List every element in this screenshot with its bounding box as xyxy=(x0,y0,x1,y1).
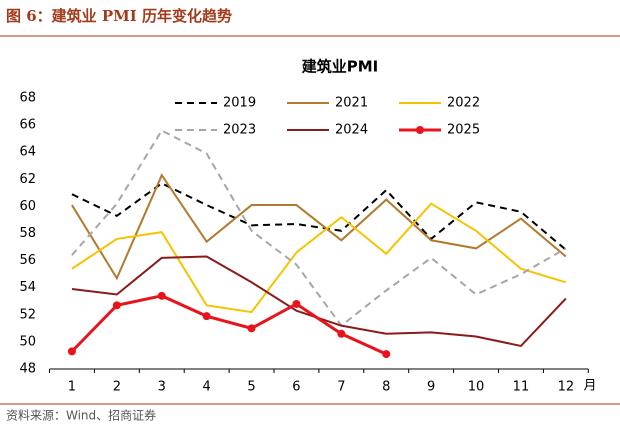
y-tick-label: 52 xyxy=(19,307,36,322)
legend-marker xyxy=(416,126,424,134)
y-tick-label: 58 xyxy=(19,226,36,241)
x-tick-label: 2 xyxy=(113,380,121,395)
point xyxy=(382,350,391,359)
point xyxy=(202,312,211,321)
x-tick-label: 4 xyxy=(203,380,211,395)
legend-label: 2024 xyxy=(335,123,368,138)
y-tick-label: 54 xyxy=(19,280,36,295)
y-tick-label: 56 xyxy=(19,253,36,268)
chart-title: 建筑业PMI xyxy=(302,58,379,76)
y-tick-label: 62 xyxy=(19,172,36,187)
x-tick-label: 1 xyxy=(68,380,76,395)
series-line xyxy=(71,129,567,328)
point xyxy=(67,347,76,356)
x-tick-label: 3 xyxy=(158,380,166,395)
legend-label: 2019 xyxy=(223,96,256,111)
series-line xyxy=(71,202,567,314)
x-axis-label: 月 xyxy=(583,379,596,394)
legend-label: 2025 xyxy=(447,123,480,138)
series-line xyxy=(71,173,567,281)
y-tick-label: 60 xyxy=(19,199,36,214)
series-line xyxy=(70,294,387,356)
x-tick-label: 7 xyxy=(337,380,345,395)
point xyxy=(157,291,166,300)
y-tick-label: 66 xyxy=(19,118,36,133)
source: 资料来源：Wind、招商证券 xyxy=(6,408,156,423)
y-tick-label: 48 xyxy=(19,362,36,377)
y-tick-label: 68 xyxy=(19,91,36,106)
x-tick-label: 12 xyxy=(558,380,575,395)
point xyxy=(247,324,256,333)
legend-label: 2021 xyxy=(335,96,368,111)
y-tick-label: 64 xyxy=(19,145,36,160)
x-tick-label: 11 xyxy=(513,380,530,395)
point xyxy=(337,329,346,338)
point xyxy=(292,299,301,308)
x-tick-label: 10 xyxy=(468,380,485,395)
x-tick-label: 6 xyxy=(292,380,300,395)
page-title: 图 6：建筑业 PMI 历年变化趋势 xyxy=(6,7,232,25)
series-line xyxy=(71,255,567,348)
legend-label: 2023 xyxy=(223,123,256,138)
series-line xyxy=(71,182,567,251)
y-tick-label: 50 xyxy=(19,334,36,349)
point xyxy=(112,301,121,310)
x-tick-label: 5 xyxy=(247,380,255,395)
x-tick-label: 8 xyxy=(382,380,390,395)
legend-label: 2022 xyxy=(447,96,480,111)
x-tick-label: 9 xyxy=(427,380,435,395)
